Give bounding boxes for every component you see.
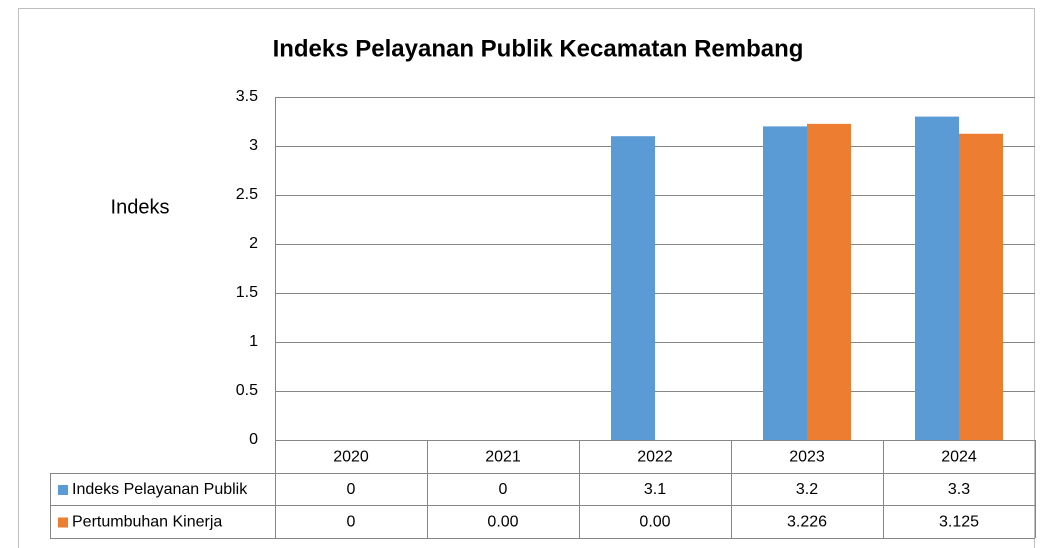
chart-frame [18, 8, 1035, 548]
x-tick-label: 2024 [941, 449, 977, 466]
data-label: 3.226 [787, 514, 827, 531]
y-tick-label: 3 [249, 137, 258, 154]
x-tick-label: 2022 [637, 449, 673, 466]
bar [611, 136, 655, 440]
y-tick-label: 1 [249, 333, 258, 350]
y-axis-label: Indeks [111, 196, 170, 218]
chart-title: Indeks Pelayanan Publik Kecamatan Remban… [273, 35, 804, 62]
bar [763, 126, 807, 441]
data-label: 0.00 [487, 514, 518, 531]
y-tick-label: 0.5 [236, 382, 258, 399]
y-tick-label: 2.5 [236, 186, 258, 203]
legend-label: Indeks Pelayanan Publik [72, 481, 248, 498]
data-label: 0 [499, 481, 508, 498]
data-label: 3.1 [644, 481, 666, 498]
bar [959, 133, 1003, 440]
legend-swatch [58, 485, 68, 495]
bar [915, 116, 959, 440]
y-tick-label: 1.5 [236, 284, 258, 301]
data-label: 3.3 [948, 481, 970, 498]
data-label: 3.125 [939, 514, 979, 531]
bar [807, 123, 851, 441]
x-tick-label: 2021 [485, 449, 521, 466]
x-tick-label: 2023 [789, 449, 825, 466]
y-tick-label: 3.5 [236, 88, 258, 105]
data-label: 0.00 [639, 514, 670, 531]
data-label: 3.2 [796, 481, 818, 498]
y-tick-label: 0 [249, 431, 258, 448]
y-tick-label: 2 [249, 235, 258, 252]
legend-label: Pertumbuhan Kinerja [72, 514, 222, 531]
x-tick-label: 2020 [333, 449, 369, 466]
data-label: 0 [347, 481, 356, 498]
legend-swatch [58, 517, 68, 528]
data-label: 0 [347, 514, 356, 531]
